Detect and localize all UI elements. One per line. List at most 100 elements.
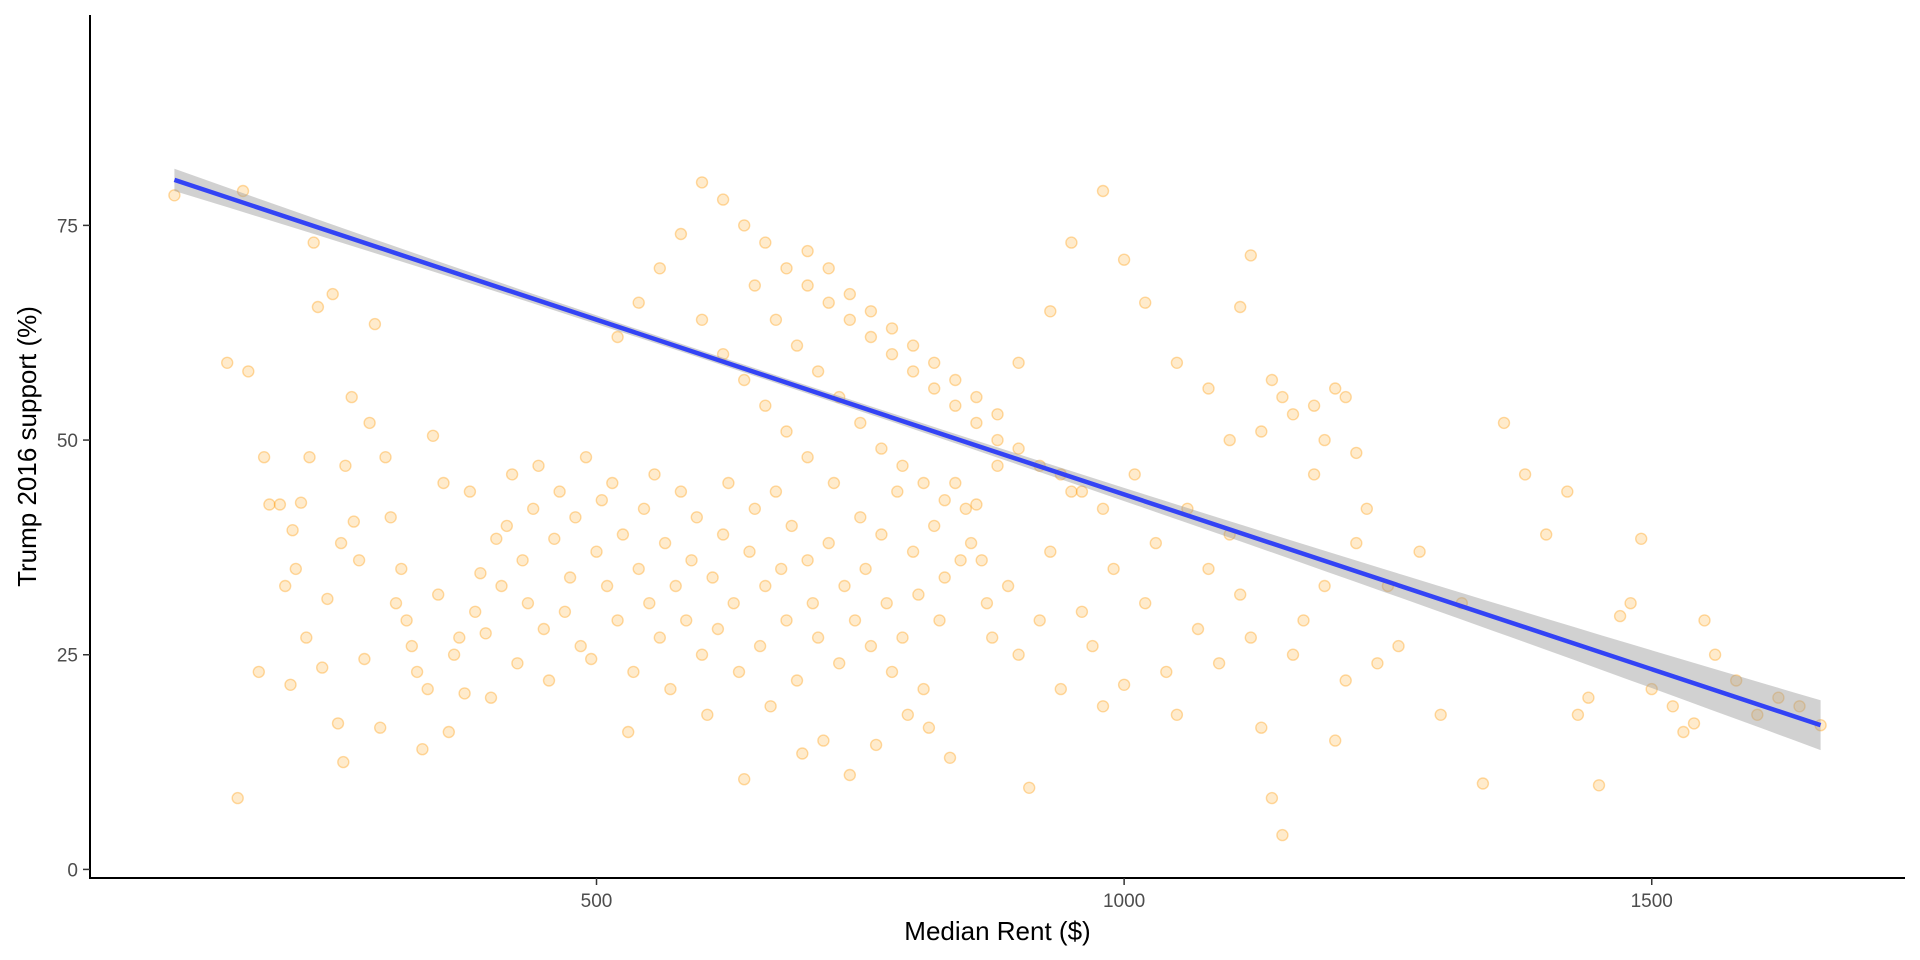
data-point	[527, 502, 540, 515]
data-point	[363, 416, 376, 430]
data-point	[822, 262, 835, 275]
data-point	[1497, 416, 1511, 430]
data-point	[331, 717, 345, 730]
data-point	[1307, 399, 1321, 412]
data-point	[1233, 588, 1247, 601]
data-point	[521, 597, 535, 610]
data-point	[1339, 674, 1352, 687]
data-point	[1666, 700, 1680, 713]
data-point	[479, 627, 492, 640]
data-point	[300, 631, 313, 644]
data-point	[796, 747, 809, 760]
data-point	[220, 356, 234, 369]
data-point	[1592, 779, 1606, 792]
data-point	[316, 661, 329, 674]
data-point	[980, 597, 994, 610]
data-point	[279, 579, 292, 593]
data-point	[307, 236, 320, 249]
data-point	[722, 476, 735, 490]
data-point	[653, 631, 666, 644]
data-point	[896, 459, 909, 472]
data-point	[801, 279, 814, 292]
data-point	[505, 468, 519, 481]
data-point	[970, 390, 983, 404]
data-point	[286, 524, 299, 537]
data-point	[532, 459, 545, 472]
data-point	[421, 682, 434, 696]
data-point	[917, 682, 930, 696]
data-point	[616, 528, 630, 541]
data-point	[1561, 485, 1574, 498]
data-point	[1297, 614, 1310, 627]
data-point	[632, 296, 645, 309]
data-point	[986, 631, 999, 644]
data-point	[685, 554, 698, 567]
data-point	[168, 189, 181, 202]
data-point	[569, 511, 582, 524]
data-point	[885, 665, 899, 679]
data-point	[337, 755, 350, 769]
data-point	[869, 738, 883, 752]
data-point	[474, 567, 487, 580]
data-point	[854, 416, 867, 430]
data-point	[975, 554, 988, 567]
data-point	[674, 227, 688, 241]
data-point	[242, 365, 255, 378]
data-point	[701, 708, 714, 721]
data-point	[1117, 678, 1131, 691]
data-point	[1075, 485, 1089, 498]
data-point	[891, 485, 904, 498]
data-point	[1318, 433, 1331, 447]
data-point	[1286, 408, 1300, 421]
data-point	[811, 631, 825, 644]
data-point	[732, 665, 746, 679]
data-point	[959, 502, 972, 515]
data-point	[738, 773, 751, 786]
data-point	[658, 536, 672, 550]
data-point	[416, 743, 429, 756]
data-point	[1096, 700, 1110, 713]
data-point	[695, 648, 709, 661]
data-point	[875, 442, 888, 455]
data-point	[964, 536, 978, 550]
data-point	[1001, 579, 1015, 593]
data-point	[1149, 536, 1163, 550]
data-point	[643, 597, 656, 610]
y-tick-label: 25	[57, 646, 78, 667]
data-point	[395, 562, 408, 576]
data-point	[548, 532, 561, 545]
data-point	[1708, 648, 1722, 661]
data-point	[1212, 657, 1226, 670]
data-point	[484, 691, 498, 704]
data-point	[906, 339, 920, 352]
data-point	[1044, 305, 1057, 318]
data-point	[1645, 682, 1658, 696]
data-point	[822, 296, 835, 309]
data-point	[611, 330, 624, 344]
data-point	[864, 305, 878, 318]
data-point	[326, 287, 339, 301]
data-point	[252, 665, 265, 679]
data-point	[785, 519, 798, 533]
data-point	[495, 579, 508, 593]
data-point	[1255, 425, 1268, 438]
data-point	[991, 433, 1004, 447]
data-point	[347, 515, 360, 528]
data-point	[1371, 657, 1384, 670]
data-point	[236, 184, 250, 198]
data-point	[933, 614, 946, 627]
axes-layer: 500 1000 1500 0 25 50 75	[57, 15, 1905, 912]
data-point	[806, 597, 819, 610]
data-point	[600, 579, 614, 593]
data-point	[938, 494, 951, 507]
data-point	[426, 429, 440, 442]
data-point	[453, 631, 466, 644]
data-point	[759, 579, 772, 593]
y-tick-label: 50	[57, 431, 78, 452]
data-point	[1202, 382, 1215, 395]
data-point	[790, 674, 804, 687]
data-point	[311, 300, 325, 314]
data-point	[970, 498, 983, 511]
data-point	[1170, 708, 1184, 721]
data-point	[1571, 708, 1585, 721]
